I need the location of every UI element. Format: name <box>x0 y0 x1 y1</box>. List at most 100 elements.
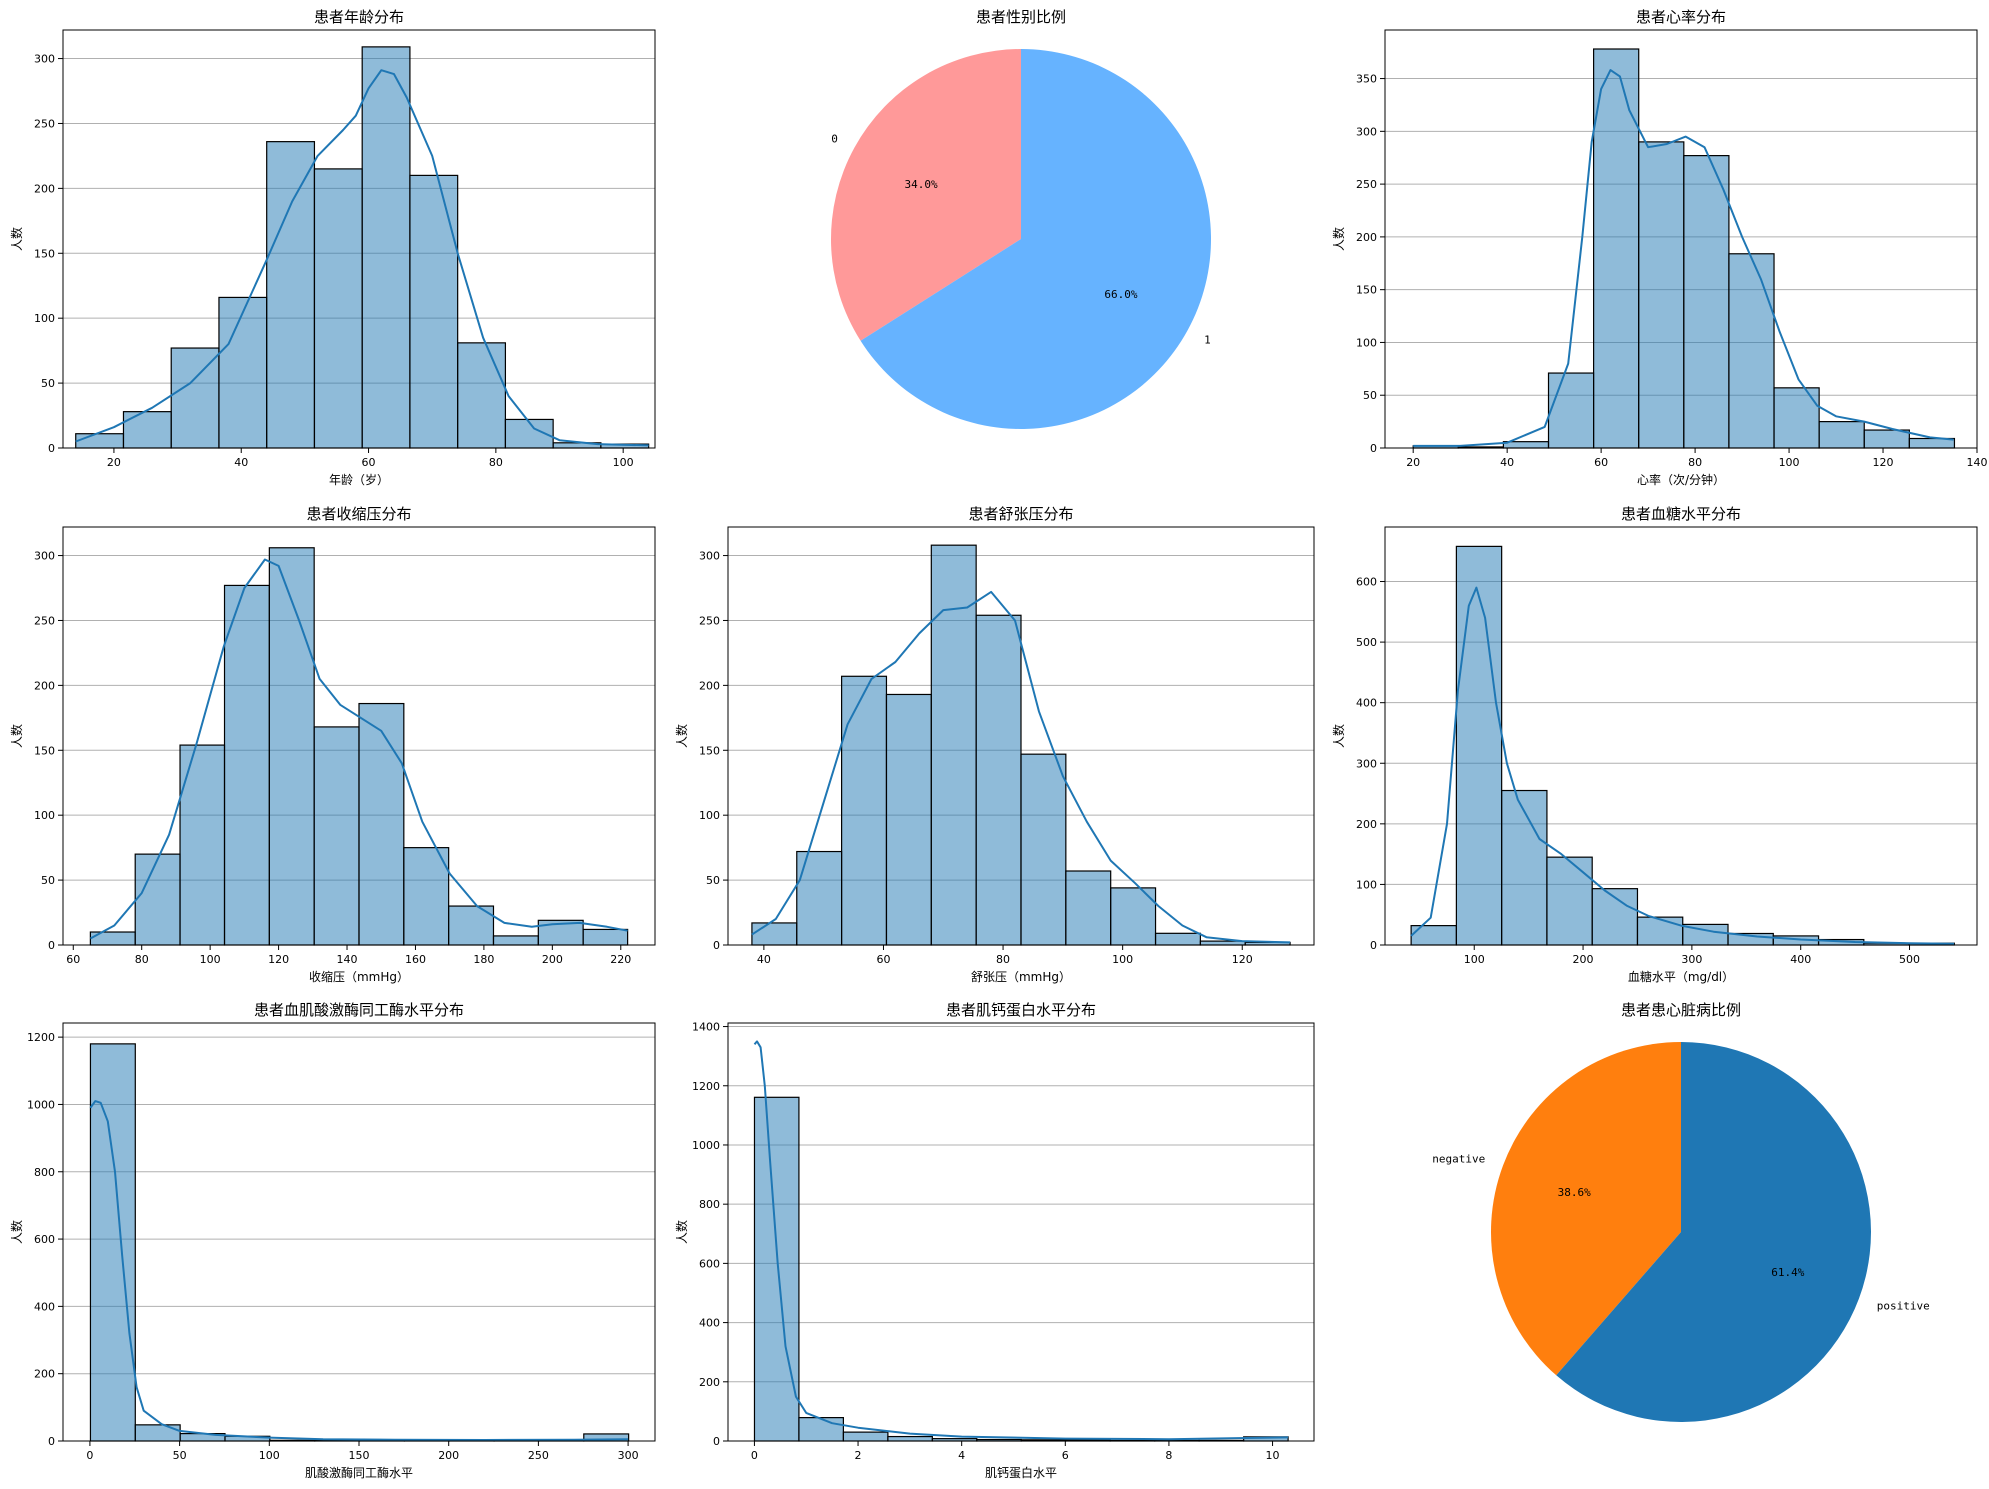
histogram-bar <box>1502 441 1550 449</box>
pie-slice <box>831 49 1021 341</box>
x-tick-label: 100 <box>1779 456 1800 469</box>
hist-panel-2: 20 40 60 80 100 120 140 0 50 100 150 200 250 300 350 患者… <box>1331 8 1988 487</box>
y-tick-label: 1400 <box>692 1021 720 1034</box>
chart-title: 患者性别比例 <box>976 8 1066 26</box>
x-tick-label: 400 <box>1790 953 1811 966</box>
axes-frame <box>62 1022 656 1442</box>
pie-percent-label: 38.6% <box>1558 1186 1591 1199</box>
x-tick-label: 500 <box>1899 953 1920 966</box>
kde-curve <box>751 590 1291 944</box>
y-tick-label: 200 <box>699 679 720 692</box>
y-tick-label: 200 <box>34 679 55 692</box>
x-axis-label: 年龄（岁） <box>329 472 389 487</box>
x-tick-label: 100 <box>613 456 634 469</box>
axes-frame <box>1384 526 1978 946</box>
x-axis-label: 收缩压（mmHg） <box>309 969 409 984</box>
x-axis-label: 肌酸激酶同工酶水平 <box>305 1465 413 1480</box>
histogram-bar <box>134 1424 181 1442</box>
y-tick-label: 400 <box>34 1300 55 1313</box>
x-tick-label: 6 <box>1062 1449 1069 1462</box>
axes-frame <box>727 526 1315 946</box>
histogram-bar <box>179 744 226 946</box>
x-tick-label: 120 <box>1232 953 1253 966</box>
y-tick-label: 300 <box>34 53 55 66</box>
y-tick-label: 150 <box>1356 284 1377 297</box>
hist-panel-6: 0 50 100 150 200 250 300 0 200 400 600 800 1000 1200 患… <box>9 1001 656 1480</box>
x-tick-label: 100 <box>1464 953 1485 966</box>
y-tick-label: 200 <box>1356 818 1377 831</box>
hist-panel-3: 60 80 100 120 140 160 180 200 220 0 50 100 150 200 250… <box>9 505 656 984</box>
x-tick-label: 0 <box>751 1449 758 1462</box>
chart-title: 患者患心脏病比例 <box>1621 1001 1741 1019</box>
x-axis-label: 心率（次/分钟） <box>1637 472 1725 487</box>
histogram-bar <box>751 922 798 946</box>
pie-panel-1: 34.0% 0 66.0% 1 患者性别比例 <box>831 8 1211 429</box>
kde-curve <box>1410 586 1955 945</box>
histogram-bar <box>885 693 932 946</box>
x-tick-label: 8 <box>1165 1449 1172 1462</box>
x-tick-label: 60 <box>362 456 376 469</box>
x-axis-label: 肌钙蛋白水平 <box>985 1465 1057 1480</box>
histogram-bar <box>403 847 450 946</box>
y-tick-label: 150 <box>34 247 55 260</box>
pie-slice <box>1491 1042 1681 1376</box>
pie-slice <box>860 49 1211 429</box>
y-axis-label: 人数 <box>9 227 24 251</box>
x-tick-label: 20 <box>107 456 121 469</box>
histogram-bar <box>842 1431 889 1442</box>
y-tick-label: 100 <box>1356 878 1377 891</box>
y-tick-label: 300 <box>34 550 55 563</box>
y-tick-label: 400 <box>699 1317 720 1330</box>
histogram-bar <box>268 547 315 946</box>
axes-frame <box>62 29 656 449</box>
hist-panel-5: 100 200 300 400 500 0 100 200 300 400 500 600 患者血糖水平… <box>1331 505 1978 984</box>
hist-panel-4: 40 60 80 100 120 0 50 100 150 200 250 300 患者舒张压分布舒张压… <box>674 505 1315 984</box>
pie-percent-label: 66.0% <box>1104 288 1137 301</box>
y-tick-label: 300 <box>1356 757 1377 770</box>
y-tick-label: 0 <box>48 1435 55 1448</box>
kde-curve <box>753 1040 1289 1441</box>
y-tick-label: 600 <box>1356 576 1377 589</box>
y-axis-label: 人数 <box>674 1220 689 1244</box>
y-axis-label: 人数 <box>674 724 689 748</box>
chart-title: 患者血肌酸激酶同工酶水平分布 <box>254 1001 464 1019</box>
y-tick-label: 300 <box>699 550 720 563</box>
histogram-bar <box>582 928 629 946</box>
histogram-bar <box>457 342 507 449</box>
kde-curve <box>89 1100 629 1441</box>
x-tick-label: 250 <box>528 1449 549 1462</box>
y-axis-label: 人数 <box>9 724 24 748</box>
y-tick-label: 0 <box>1370 939 1377 952</box>
histogram-bar <box>1546 856 1593 946</box>
x-tick-label: 300 <box>1681 953 1702 966</box>
y-tick-label: 800 <box>34 1166 55 1179</box>
x-tick-label: 0 <box>86 1449 93 1462</box>
y-tick-label: 300 <box>1356 125 1377 138</box>
histogram-bar <box>1547 372 1595 449</box>
histogram-bar <box>798 1417 844 1442</box>
histogram-bar <box>1501 789 1548 946</box>
pie-category-label: negative <box>1432 1153 1485 1166</box>
histogram-bar <box>89 1043 136 1442</box>
pie-category-label: positive <box>1877 1299 1930 1312</box>
y-axis-label: 人数 <box>1331 227 1346 251</box>
y-tick-label: 150 <box>34 744 55 757</box>
y-tick-label: 150 <box>699 744 720 757</box>
x-tick-label: 300 <box>618 1449 639 1462</box>
chart-title: 患者年龄分布 <box>314 8 404 26</box>
x-tick-label: 80 <box>135 953 149 966</box>
axes-frame <box>727 1022 1315 1442</box>
pie-category-label: 1 <box>1204 334 1211 347</box>
y-tick-label: 1200 <box>27 1031 55 1044</box>
histogram-bar <box>358 702 405 946</box>
x-tick-label: 120 <box>1873 456 1894 469</box>
x-tick-label: 180 <box>473 953 494 966</box>
y-tick-label: 200 <box>1356 231 1377 244</box>
x-tick-label: 150 <box>349 1449 370 1462</box>
x-tick-label: 80 <box>1688 456 1702 469</box>
histogram-bar <box>1593 48 1640 449</box>
histogram-bar <box>266 141 316 449</box>
histogram-bar <box>1728 253 1775 449</box>
histogram-bar <box>887 1435 933 1442</box>
